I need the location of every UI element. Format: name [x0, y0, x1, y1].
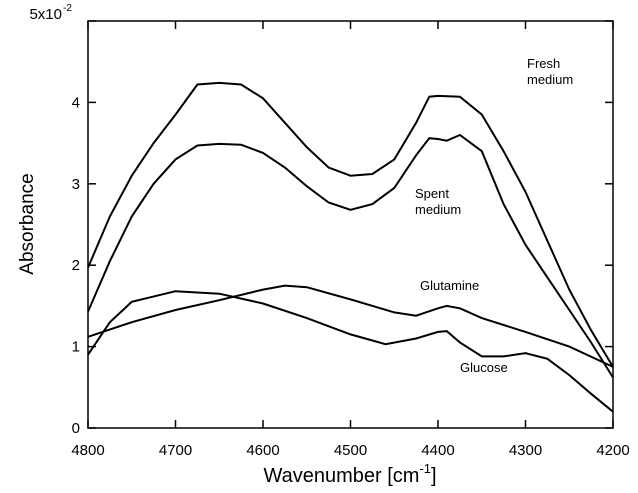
y-exponent: -2 [63, 3, 72, 14]
x-tick-label: 4200 [596, 442, 629, 459]
x-tick-label: 4600 [246, 442, 279, 459]
y-tick-label: 5x10 [29, 6, 62, 23]
x-label-sup: -1 [419, 461, 431, 476]
x-label-end: ] [431, 465, 437, 487]
x-tick-label: 4800 [71, 442, 104, 459]
y-tick-label: 4 [72, 94, 80, 111]
series-label: Glutamine [420, 278, 480, 293]
x-tick-label: 4300 [509, 442, 542, 459]
x-axis-label: Wavenumber [cm-1] [263, 461, 436, 487]
y-tick-label: 3 [72, 176, 80, 193]
data-line [87, 133, 614, 379]
series-label: Fresh medium [527, 56, 574, 87]
y-tick-label: 1 [72, 339, 80, 356]
data-line [87, 284, 614, 368]
data-line [87, 81, 614, 368]
x-tick-label: 4500 [334, 442, 367, 459]
y-tick-label: 0 [72, 420, 80, 437]
x-tick-label: 4700 [159, 442, 192, 459]
x-tick-label: 4400 [421, 442, 454, 459]
y-tick-label: 2 [72, 257, 80, 274]
series-label: Spent medium [415, 186, 462, 217]
y-axis-label: Absorbance [17, 173, 38, 274]
data-line [87, 290, 614, 413]
x-label-main: Wavenumber [cm [263, 465, 419, 487]
series-label: Glucose [460, 360, 508, 375]
